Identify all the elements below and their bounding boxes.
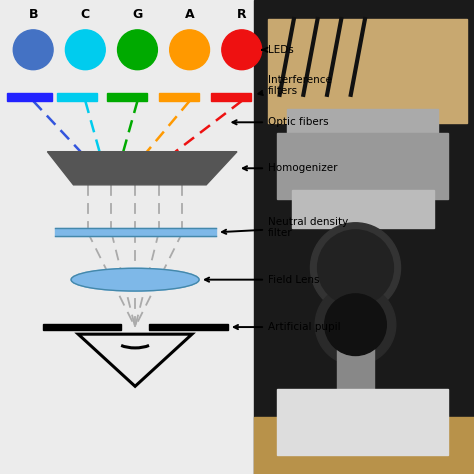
Text: B: B: [28, 9, 38, 21]
Text: Interference
filters: Interference filters: [258, 74, 332, 96]
Text: G: G: [132, 9, 143, 21]
Text: C: C: [81, 9, 90, 21]
Bar: [55, 228, 216, 236]
Circle shape: [118, 30, 157, 70]
Circle shape: [170, 30, 210, 70]
Bar: [287, 109, 438, 133]
Circle shape: [222, 30, 262, 70]
Text: A: A: [185, 9, 194, 21]
Bar: [57, 93, 97, 101]
Bar: [7, 93, 52, 101]
Polygon shape: [47, 152, 237, 185]
Circle shape: [318, 230, 393, 306]
Bar: [254, 0, 474, 474]
Bar: [159, 93, 199, 101]
Text: Neutral density
filter: Neutral density filter: [222, 217, 348, 238]
Bar: [268, 19, 467, 123]
Text: R: R: [237, 9, 246, 21]
Text: Artificial pupil: Artificial pupil: [234, 322, 340, 332]
Bar: [107, 93, 147, 101]
Text: Homogenizer: Homogenizer: [243, 163, 337, 173]
Bar: [292, 190, 434, 228]
Circle shape: [315, 284, 396, 365]
Bar: [149, 324, 228, 330]
Ellipse shape: [71, 268, 199, 291]
Bar: [337, 327, 374, 389]
Bar: [211, 93, 251, 101]
Circle shape: [310, 223, 401, 313]
Bar: [43, 324, 121, 330]
Circle shape: [13, 30, 53, 70]
Bar: [254, 417, 474, 474]
Text: Optic fibers: Optic fibers: [232, 117, 328, 128]
Text: Field Lens: Field Lens: [205, 274, 319, 285]
Circle shape: [325, 294, 386, 356]
Bar: [277, 133, 448, 199]
Bar: [277, 389, 448, 455]
Text: LEDs: LEDs: [262, 45, 293, 55]
Circle shape: [65, 30, 105, 70]
